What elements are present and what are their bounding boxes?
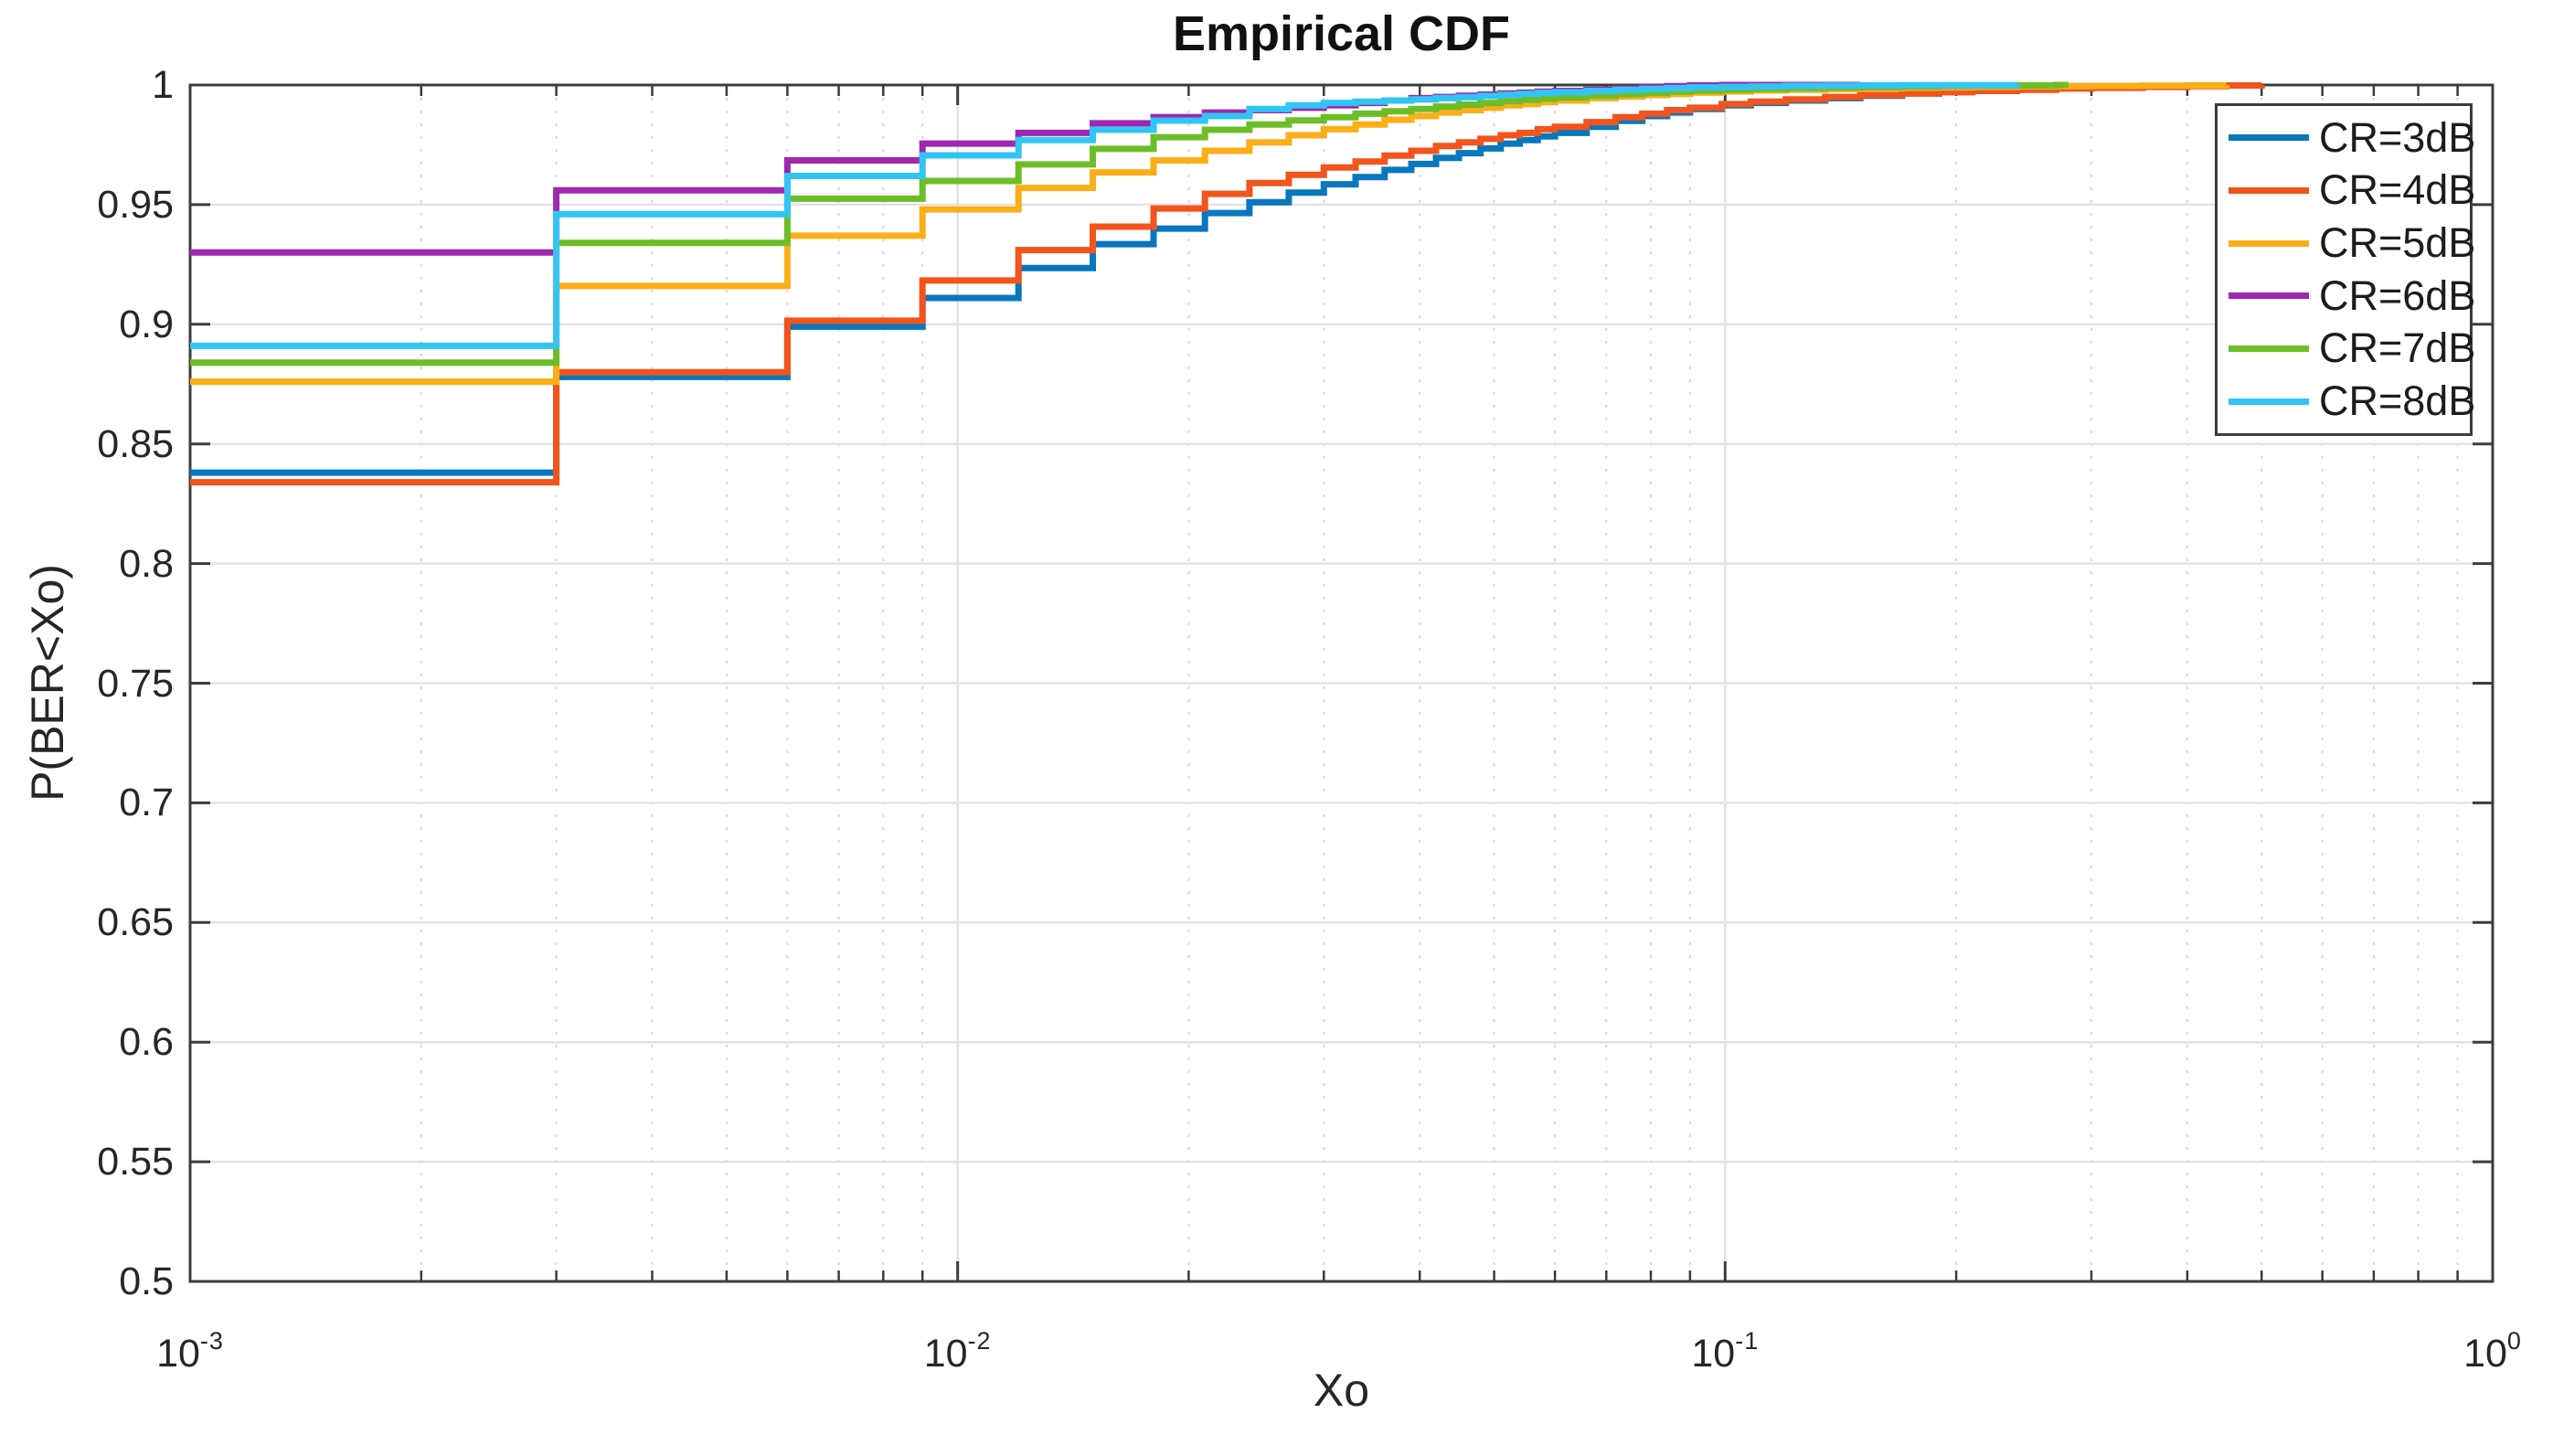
x-tick-mantissa: 10 [2463, 1332, 2507, 1376]
legend-label: CR=4dB [2319, 166, 2476, 214]
legend-line-sample [2229, 239, 2309, 247]
y-tick-label-0.9: 0.9 [119, 302, 174, 346]
x-tick-label-10e0: 100 [2415, 1313, 2553, 1376]
legend-entry-CR=8dB: CR=8dB [2218, 377, 2475, 425]
y-tick-label-0.5: 0.5 [119, 1259, 174, 1303]
cdf-curve-CR=4dB [190, 82, 2265, 486]
legend-line-sample [2229, 398, 2309, 405]
cdf-curve-CR=3dB [190, 82, 2095, 476]
y-tick-label-0.75: 0.75 [97, 661, 174, 706]
legend-entry-CR=3dB: CR=3dB [2218, 114, 2475, 162]
x-tick-exponent: -3 [199, 1327, 224, 1355]
legend-label: CR=5dB [2319, 219, 2476, 267]
x-tick-exponent: 0 [2506, 1327, 2522, 1355]
legend-entry-CR=4dB: CR=4dB [2218, 166, 2475, 214]
x-tick-mantissa: 10 [923, 1332, 968, 1376]
y-tick-label-0.7: 0.7 [119, 781, 174, 825]
legend-line-sample [2229, 134, 2309, 142]
legend-entry-CR=6dB: CR=6dB [2218, 272, 2475, 320]
legend-label: CR=3dB [2319, 113, 2476, 161]
x-tick-label-10e-3: 10-3 [112, 1313, 268, 1376]
x-tick-mantissa: 10 [156, 1332, 200, 1376]
y-tick-label-0.65: 0.65 [97, 900, 174, 945]
y-tick-label-0.85: 0.85 [97, 421, 174, 466]
x-tick-label-10e-2: 10-2 [880, 1313, 1036, 1376]
legend-label: CR=7dB [2319, 324, 2476, 372]
legend-label: CR=6dB [2319, 271, 2476, 319]
legend-line-sample [2229, 186, 2309, 194]
legend: CR=3dB CR=4dB CR=5dB CR=6dB CR=7dB CR=8dB [2215, 103, 2475, 436]
legend-entry-CR=7dB: CR=7dB [2218, 324, 2475, 372]
legend-label: CR=8dB [2319, 377, 2476, 425]
y-tick-label-0.8: 0.8 [119, 541, 174, 586]
x-tick-exponent: -1 [1735, 1327, 1760, 1355]
x-axis-label: Xo [1313, 1365, 1370, 1416]
cdf-curve-CR=6dB [190, 81, 1861, 256]
y-tick-label-0.95: 0.95 [97, 182, 174, 227]
y-tick-label-0.55: 0.55 [97, 1140, 174, 1185]
legend-entry-CR=5dB: CR=5dB [2218, 219, 2475, 267]
x-tick-exponent: -2 [967, 1327, 992, 1355]
x-tick-label-10e-1: 10-1 [1647, 1313, 1803, 1376]
x-tick-mantissa: 10 [1691, 1332, 1736, 1376]
legend-line-sample [2229, 345, 2309, 352]
cdf-curve-CR=8dB [190, 81, 2021, 349]
y-tick-label-0.6: 0.6 [119, 1020, 174, 1065]
chart-title: Empirical CDF [1172, 6, 1511, 61]
y-tick-label-1: 1 [152, 63, 174, 107]
legend-line-sample [2229, 292, 2309, 300]
